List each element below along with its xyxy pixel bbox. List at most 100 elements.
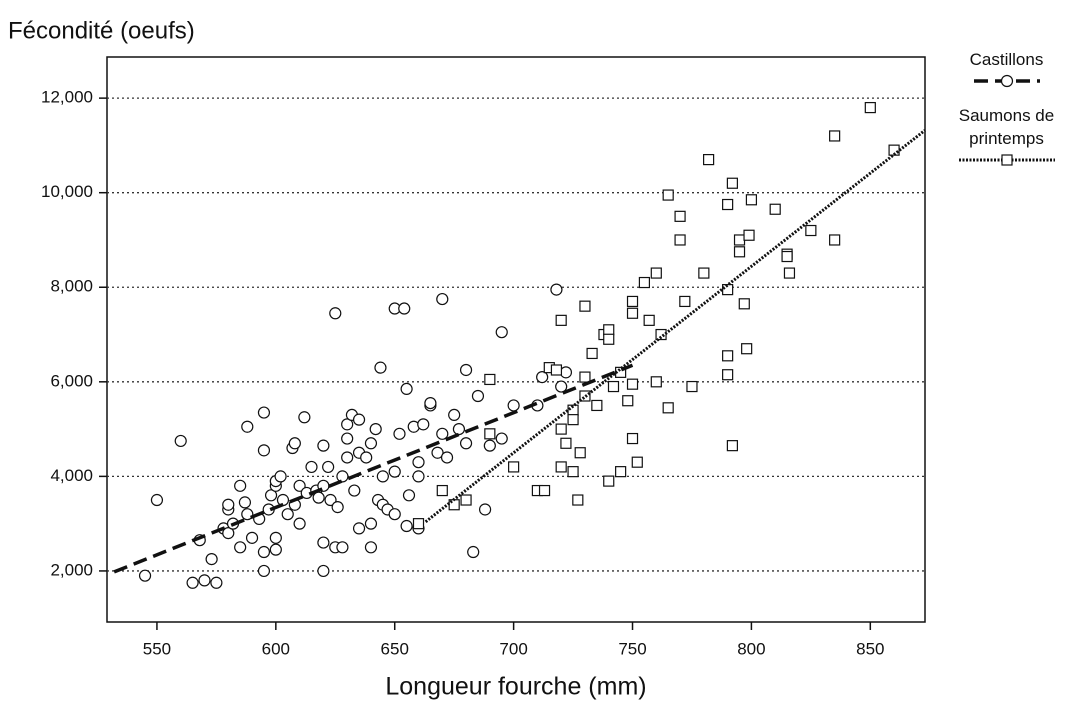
point — [559, 366, 573, 379]
trend-line — [424, 129, 926, 523]
point — [269, 543, 282, 556]
x-tick-label: 800 — [737, 639, 765, 658]
y-tick-label: 8,000 — [50, 277, 93, 296]
point — [245, 531, 259, 544]
point — [186, 576, 199, 589]
point — [555, 423, 567, 435]
point — [726, 177, 738, 189]
point — [733, 246, 746, 258]
point — [686, 380, 698, 393]
point — [424, 396, 437, 410]
point — [234, 541, 247, 554]
y-tick-label: 4,000 — [50, 466, 93, 485]
point — [555, 461, 567, 473]
point — [276, 493, 290, 507]
point — [269, 531, 282, 544]
point — [398, 302, 411, 315]
point — [150, 493, 164, 507]
point — [603, 324, 615, 336]
point — [722, 284, 734, 296]
x-tick-label: 600 — [262, 639, 290, 658]
x-axis-title: Longueur fourche (mm) — [385, 673, 646, 701]
point — [436, 292, 449, 306]
x-tick-label: 550 — [143, 639, 171, 658]
point — [783, 267, 796, 279]
point — [603, 475, 615, 487]
point — [574, 447, 586, 459]
point — [586, 347, 598, 360]
point — [536, 370, 549, 384]
point — [638, 276, 651, 289]
point — [1000, 154, 1013, 166]
point — [336, 541, 349, 554]
point — [508, 461, 520, 473]
point — [538, 484, 551, 497]
point — [674, 210, 686, 222]
legend-swatch — [973, 74, 1040, 88]
point — [650, 376, 662, 388]
point — [626, 432, 639, 445]
point — [781, 250, 793, 263]
point — [412, 518, 425, 530]
x-tick-label: 650 — [381, 639, 409, 658]
point — [622, 395, 634, 407]
legend-swatch — [958, 154, 1055, 166]
point — [412, 456, 425, 469]
point — [322, 460, 335, 474]
point — [674, 234, 686, 246]
point — [336, 470, 349, 483]
point — [241, 420, 254, 433]
point — [745, 194, 758, 206]
point — [615, 466, 627, 478]
point — [459, 437, 473, 450]
point — [329, 307, 342, 320]
point — [507, 399, 520, 412]
point — [722, 350, 734, 362]
legend-label: Saumons de printemps — [958, 106, 1055, 148]
point — [567, 414, 579, 426]
point — [364, 517, 378, 530]
point — [626, 378, 639, 390]
point — [495, 326, 508, 339]
point — [603, 333, 615, 345]
point — [769, 203, 781, 215]
point — [205, 553, 218, 566]
point — [317, 439, 330, 452]
point — [722, 369, 734, 381]
point — [241, 508, 254, 521]
point — [352, 522, 366, 535]
point — [662, 402, 674, 414]
point — [591, 399, 603, 412]
point — [572, 494, 584, 506]
point — [234, 479, 247, 492]
point — [376, 470, 389, 483]
point — [257, 406, 271, 419]
point — [471, 389, 485, 403]
point — [257, 444, 271, 457]
point — [364, 541, 378, 554]
point — [460, 494, 472, 506]
point — [293, 479, 306, 492]
point — [360, 451, 373, 464]
point — [440, 451, 454, 464]
point — [331, 501, 344, 514]
point — [138, 569, 152, 582]
point — [436, 427, 449, 440]
point — [274, 470, 287, 483]
y-tick-label: 6,000 — [50, 371, 93, 390]
point — [643, 314, 655, 326]
point — [452, 422, 466, 436]
point — [698, 267, 710, 279]
point — [738, 298, 750, 310]
point — [829, 234, 841, 246]
point — [733, 234, 746, 246]
point — [298, 411, 311, 424]
point — [288, 437, 301, 450]
point — [495, 432, 508, 445]
point — [400, 519, 413, 533]
point — [550, 283, 563, 296]
point — [550, 364, 563, 376]
point — [324, 493, 337, 507]
point — [484, 428, 496, 440]
legend-entry: Saumons de printemps — [938, 104, 1075, 173]
